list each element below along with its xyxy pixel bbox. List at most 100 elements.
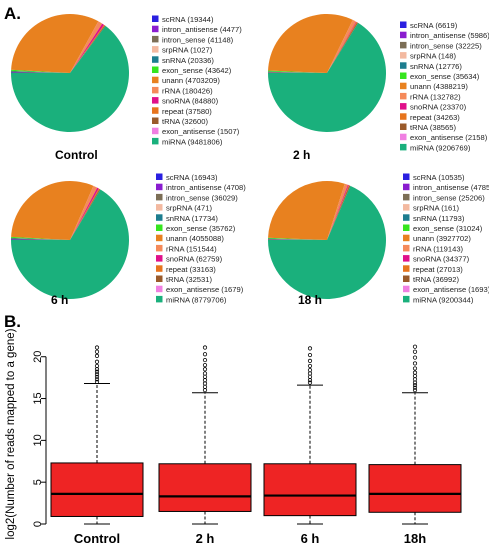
outlier-point — [94, 363, 100, 369]
legend-label-intron_sense: intron_sense (41148) — [162, 35, 234, 44]
outlier-point — [307, 358, 313, 364]
legend-label-repeat: repeat (33163) — [166, 265, 216, 274]
legend-label-scRNA: scRNA (16943) — [166, 173, 218, 182]
pie-charts-panel: Control scRNA (19344)intron_antisense (44… — [10, 13, 489, 307]
legend-label-exon_sense: exon_sense (31024) — [413, 224, 483, 233]
outlier-point — [307, 371, 313, 376]
outlier-point — [202, 371, 208, 376]
legend-label-tRNA: tRNA (32600) — [162, 117, 208, 126]
legend-swatch-unann — [152, 76, 159, 84]
legend-swatch-snoRNA — [403, 255, 410, 262]
legend-label-snRNA: snRNA (12776) — [410, 62, 462, 71]
pie-slice-unann — [11, 180, 94, 240]
legend-swatch-exon_antisense — [156, 285, 163, 293]
pie-title: 18 h — [298, 293, 322, 307]
legend-swatch-repeat — [156, 265, 163, 272]
legend-label-exon_antisense: exon_antisense (1679) — [166, 285, 244, 294]
legend-swatch-snRNA — [152, 56, 159, 63]
legend-label-exon_antisense: exon_antisense (2158) — [410, 133, 488, 142]
legend-label-snRNA: snRNA (17734) — [166, 214, 218, 223]
outlier-point — [202, 388, 208, 393]
legend-swatch-srpRNA — [400, 52, 407, 59]
outlier-point — [307, 346, 313, 351]
legend-label-tRNA: tRNA (32531) — [166, 275, 212, 284]
legend-label-repeat: repeat (27013) — [413, 265, 463, 274]
pie-chart-2: 2 h scRNA (6619)intron_antisense (5986)in… — [267, 13, 489, 162]
pie-slice-intron_sense — [268, 238, 327, 240]
pie-slice-miRNA — [267, 185, 386, 300]
legend-swatch-repeat — [400, 113, 407, 120]
outlier-point — [202, 374, 208, 379]
outlier-point — [94, 372, 100, 377]
legend-swatch-intron_sense — [403, 193, 410, 201]
outlier-point — [307, 374, 313, 379]
outlier-point — [412, 377, 418, 382]
outlier-point — [307, 368, 313, 373]
y-tick-label: 5 — [32, 479, 44, 485]
legend-label-snRNA: snRNA (20336) — [162, 56, 214, 65]
legend-swatch-scRNA — [400, 21, 407, 28]
legend-label-intron_antisense: intron_antisense (4477) — [162, 25, 242, 34]
x-category-label: 2 h — [196, 531, 215, 546]
outlier-point — [202, 352, 208, 357]
x-category-label: Control — [74, 531, 120, 546]
outlier-point — [412, 355, 418, 360]
x-category-label: 6 h — [301, 531, 320, 546]
legend-swatch-snoRNA — [152, 97, 159, 104]
pie-slice-intron_sense — [11, 71, 70, 73]
legend-swatch-miRNA — [152, 137, 159, 145]
pie-slice-snoRNA — [70, 187, 99, 240]
legend-label-exon_antisense: exon_antisense (1507) — [162, 127, 240, 136]
legend-swatch-exon_sense — [156, 224, 163, 231]
legend-label-intron_sense: intron_sense (25206) — [413, 193, 485, 202]
legend-swatch-rRNA — [403, 244, 410, 252]
legend-swatch-exon_sense — [152, 66, 159, 73]
pie-slice-exon_sense — [11, 236, 70, 240]
legend-label-exon_sense: exon_sense (43642) — [162, 66, 232, 75]
legend-label-srpRNA: srpRNA (1027) — [162, 46, 213, 55]
outlier-point — [94, 379, 100, 384]
outlier-point — [94, 359, 100, 364]
legend-label-intron_antisense: intron_antisense (4708) — [166, 183, 246, 192]
pie-slice-repeat — [327, 21, 358, 74]
outlier-point — [412, 385, 418, 390]
y-tick-label: 15 — [32, 392, 44, 404]
pie-slice-intron_antisense — [10, 239, 71, 240]
legend-swatch-srpRNA — [152, 46, 159, 53]
pie-slice-tRNA — [70, 188, 101, 240]
legend-swatch-snoRNA — [400, 103, 407, 110]
legend-label-tRNA: tRNA (36992) — [413, 275, 459, 284]
legend-label-unann: unann (3927702) — [413, 234, 471, 243]
legend-swatch-snRNA — [400, 62, 407, 69]
outlier-point — [412, 373, 418, 379]
legend-label-unann: unann (4703209) — [162, 76, 220, 85]
legend-label-scRNA: scRNA (6619) — [410, 21, 458, 30]
pie-slice-snRNA — [268, 71, 327, 73]
pie-slice-rRNA — [327, 183, 348, 240]
pie-slice-snRNA — [11, 70, 70, 73]
y-axis: 0 5 10 15 20 — [32, 351, 47, 527]
box-4: 18h — [368, 344, 462, 546]
box-3: 6 h — [263, 346, 357, 546]
legend-swatch-intron_antisense — [152, 25, 159, 33]
pie-slice-srpRNA — [11, 71, 71, 73]
pie-slice-snoRNA — [327, 21, 357, 73]
pie-slice-rRNA — [70, 185, 98, 240]
pie-slice-exon_sense — [11, 69, 70, 73]
pie-slice-exon_sense — [268, 237, 327, 240]
legend-swatch-tRNA — [152, 117, 159, 124]
legend-label-scRNA: scRNA (19344) — [162, 15, 214, 24]
legend-label-rRNA: rRNA (119143) — [413, 244, 464, 253]
pie-slice-tRNA — [327, 185, 351, 240]
outlier-point — [202, 357, 208, 363]
pie-slice-miRNA — [11, 25, 129, 133]
legend-swatch-rRNA — [152, 86, 159, 94]
pie-slice-unann — [268, 181, 345, 240]
pie-slice-exon_antisense — [70, 189, 101, 240]
legend-swatch-intron_antisense — [156, 183, 163, 191]
box-1: Control — [50, 345, 144, 546]
y-tick-label: 0 — [32, 521, 44, 527]
pie-slice-rRNA — [327, 19, 356, 73]
y-tick-label: 20 — [32, 351, 44, 363]
pie-slice-rRNA — [70, 21, 103, 73]
